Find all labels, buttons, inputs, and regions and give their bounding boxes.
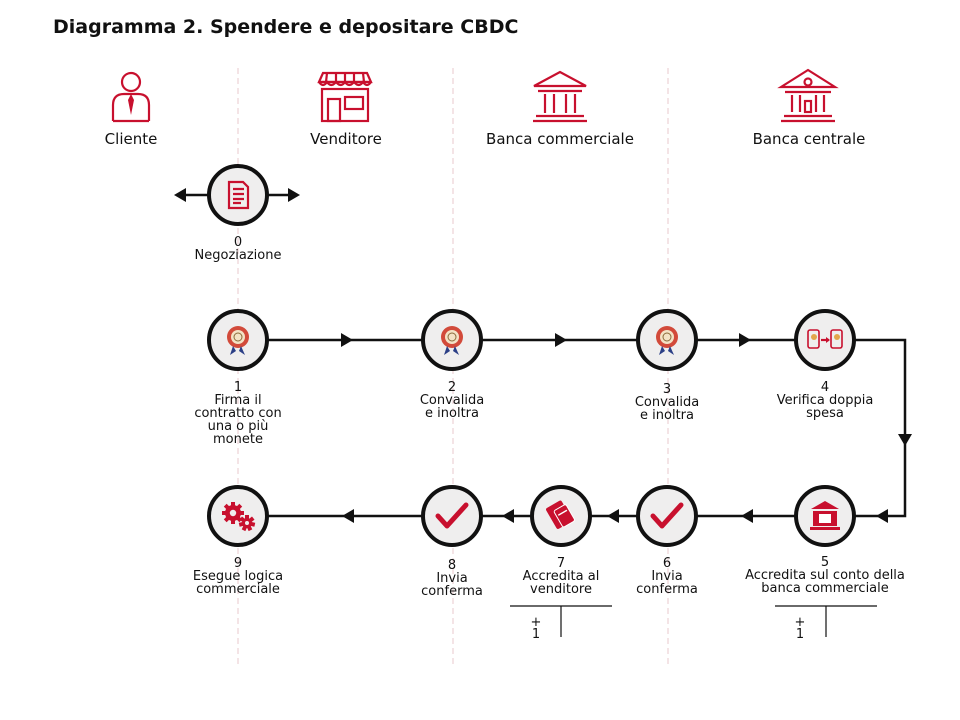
ledger-amount: 1 bbox=[532, 627, 540, 642]
step-text: e inoltra bbox=[640, 408, 694, 423]
checkmark-icon bbox=[435, 502, 469, 529]
gears-icon bbox=[222, 502, 256, 532]
step-text: conferma bbox=[421, 584, 483, 599]
step-number: 7 bbox=[557, 556, 565, 571]
ledger-amount: 1 bbox=[796, 627, 804, 642]
step-text: una o più bbox=[208, 419, 269, 434]
step-text: monete bbox=[213, 432, 263, 447]
step-text: Negoziazione bbox=[195, 248, 282, 263]
step-text: Accredita sul conto della bbox=[745, 568, 905, 583]
checkmark-icon bbox=[650, 502, 684, 529]
step-node bbox=[207, 164, 269, 226]
step-text: Convalida bbox=[635, 395, 699, 410]
step-text: conferma bbox=[636, 582, 698, 597]
step-node bbox=[421, 309, 483, 371]
step-number: 6 bbox=[663, 556, 671, 571]
step-node bbox=[794, 485, 856, 547]
step-number: 1 bbox=[234, 380, 242, 395]
flow-line-lower bbox=[268, 509, 795, 523]
step-node bbox=[207, 485, 269, 547]
coin-seal-icon bbox=[227, 326, 249, 355]
step-text: Invia bbox=[651, 569, 682, 584]
bank-deposit-icon bbox=[810, 501, 840, 530]
ledger-sign: + bbox=[795, 615, 806, 630]
ledger-banca-commerciale: + 1 bbox=[775, 605, 877, 642]
step-number: 2 bbox=[448, 380, 456, 395]
step-text: Esegue logica bbox=[193, 569, 283, 584]
step-number: 4 bbox=[821, 380, 829, 395]
step-node bbox=[530, 485, 592, 547]
step-node bbox=[421, 485, 483, 547]
step-number: 8 bbox=[448, 558, 456, 573]
ledger-venditore: + 1 bbox=[510, 605, 612, 642]
coin-seal-icon bbox=[441, 326, 463, 355]
step-text: contratto con bbox=[194, 406, 281, 421]
step-text: banca commerciale bbox=[761, 581, 889, 596]
document-icon bbox=[227, 180, 250, 210]
step-text: Verifica doppia bbox=[777, 393, 874, 408]
actor-label-venditore: Venditore bbox=[310, 130, 382, 148]
step-text: e inoltra bbox=[425, 406, 479, 421]
person-icon bbox=[111, 71, 151, 123]
actor-label-cliente: Cliente bbox=[105, 130, 158, 148]
central-bank-icon bbox=[777, 68, 839, 123]
coin-seal-icon bbox=[656, 326, 678, 355]
step-number: 3 bbox=[663, 382, 671, 397]
step-text: Invia bbox=[436, 571, 467, 586]
step-text: Firma il bbox=[214, 393, 261, 408]
actor-label-banca-centrale: Banca centrale bbox=[753, 130, 866, 148]
diagram-title: Diagramma 2. Spendere e depositare CBDC bbox=[53, 16, 518, 38]
step-node bbox=[636, 309, 698, 371]
step-text: spesa bbox=[806, 406, 844, 421]
step-text: Convalida bbox=[420, 393, 484, 408]
actor-label-banca-commerciale: Banca commerciale bbox=[486, 130, 634, 148]
commercial-bank-icon bbox=[533, 70, 587, 123]
double-spend-check-icon bbox=[807, 329, 843, 349]
step-number: 9 bbox=[234, 556, 242, 571]
step-text: Accredita al bbox=[523, 569, 600, 584]
shop-icon bbox=[317, 71, 373, 123]
flow-line-upper bbox=[268, 333, 912, 523]
step-node bbox=[794, 309, 856, 371]
card-payment-icon bbox=[546, 500, 575, 529]
step-number: 0 bbox=[234, 235, 242, 250]
step-text: venditore bbox=[530, 582, 592, 597]
step-text: commerciale bbox=[196, 582, 280, 597]
step-node bbox=[207, 309, 269, 371]
step-node bbox=[636, 485, 698, 547]
ledger-sign: + bbox=[531, 615, 542, 630]
step-number: 5 bbox=[821, 555, 829, 570]
